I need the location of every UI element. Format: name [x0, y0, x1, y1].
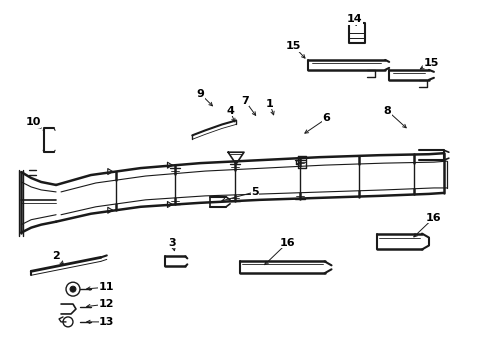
Text: 3: 3	[169, 238, 176, 248]
Text: 8: 8	[383, 105, 391, 116]
Text: 15: 15	[286, 41, 301, 51]
Text: 5: 5	[251, 187, 259, 197]
Text: 10: 10	[25, 117, 41, 127]
Text: 13: 13	[99, 317, 115, 327]
Text: 2: 2	[52, 251, 60, 261]
Text: 12: 12	[99, 299, 115, 309]
Text: 4: 4	[226, 105, 234, 116]
Text: 7: 7	[241, 96, 249, 105]
Text: 6: 6	[322, 113, 330, 123]
Text: 15: 15	[423, 58, 439, 68]
Text: 16: 16	[280, 238, 295, 248]
Text: 1: 1	[266, 99, 274, 109]
Circle shape	[70, 286, 76, 292]
Text: 14: 14	[346, 14, 362, 24]
Text: 9: 9	[196, 89, 204, 99]
Text: 11: 11	[99, 282, 115, 292]
Text: 16: 16	[426, 213, 442, 223]
